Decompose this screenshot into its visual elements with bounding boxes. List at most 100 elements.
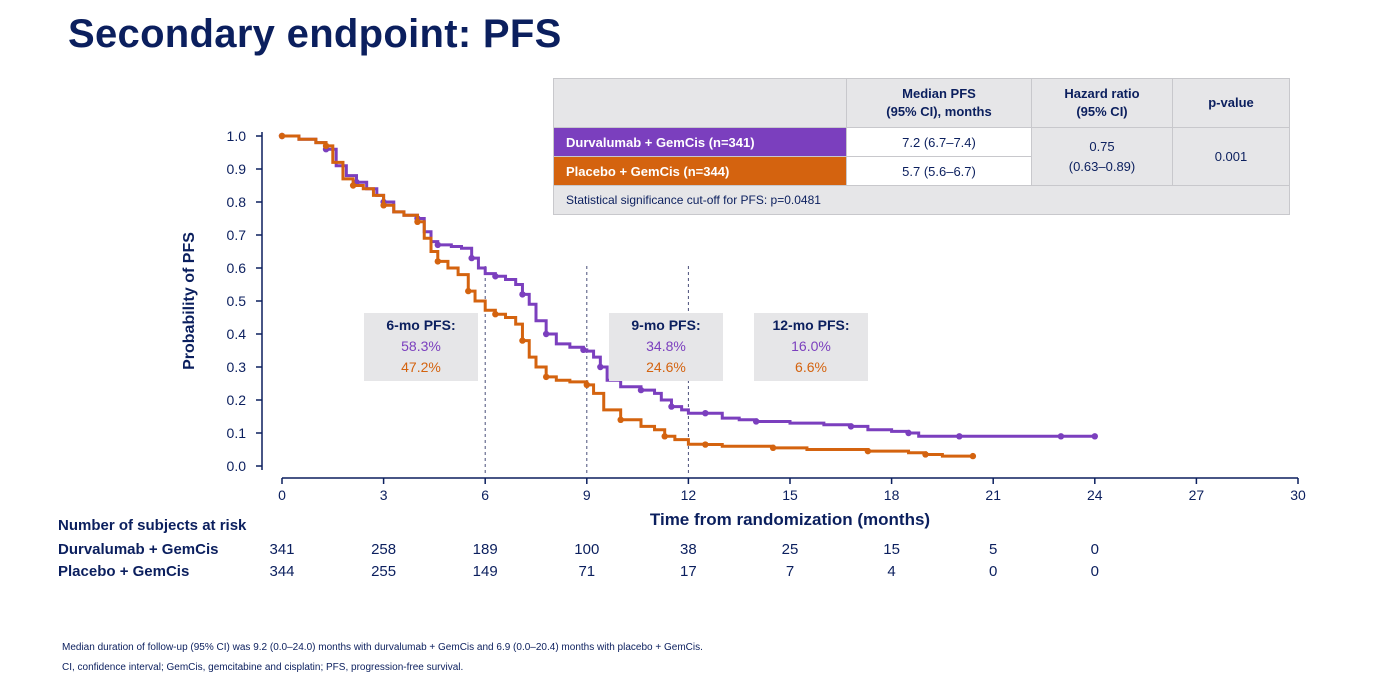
risk-row-durva-label: Durvalumab + GemCis [58, 541, 219, 558]
y-tick-label: 0.1 [227, 425, 247, 441]
x-tick-label: 9 [583, 487, 591, 503]
risk-count-placebo: 7 [785, 563, 795, 580]
censor-mark-durvalumab [905, 429, 912, 437]
risk-count-durvalumab: 0 [1090, 541, 1099, 558]
y-tick-label: 0.2 [227, 392, 247, 408]
x-tick-label: 3 [380, 487, 388, 503]
x-tick-label: 21 [985, 487, 1001, 503]
y-tick-label: 0.0 [227, 458, 247, 474]
censor-mark-placebo [492, 311, 499, 318]
censor-mark-placebo [583, 381, 590, 389]
censor-mark-placebo [322, 142, 330, 150]
risk-count-durvalumab: 25 [781, 541, 799, 558]
x-tick-label: 27 [1189, 487, 1205, 503]
censor-mark-placebo [414, 218, 421, 225]
censor-mark-placebo [922, 451, 929, 458]
censor-mark-durvalumab [702, 410, 709, 417]
table-header-median: Median PFS (95% CI), months [846, 78, 1032, 128]
table-hazard-ratio: 0.75 (0.63–0.89) [1031, 127, 1173, 186]
censor-mark-durvalumab [668, 403, 675, 410]
risk-table-title: Number of subjects at risk [58, 517, 247, 534]
censor-mark-durvalumab [1091, 433, 1099, 440]
annotation-9mo-durva: 34.8% [646, 338, 686, 354]
censor-mark-durvalumab [519, 291, 526, 298]
risk-count-placebo: 149 [472, 563, 498, 580]
risk-count-placebo: 344 [269, 563, 295, 580]
table-note: Statistical significance cut-off for PFS… [553, 185, 1290, 215]
y-tick-label: 0.3 [227, 359, 247, 375]
censor-mark-durvalumab [434, 241, 441, 249]
x-tick-label: 24 [1087, 487, 1103, 503]
censor-mark-placebo [519, 337, 526, 344]
censor-mark-placebo [769, 444, 777, 452]
censor-mark-durvalumab [752, 418, 760, 425]
censor-mark-placebo [465, 287, 472, 295]
censor-mark-durvalumab [597, 363, 604, 371]
risk-count-placebo: 0 [989, 563, 998, 580]
annotation-9mo: 9-mo PFS: 34.8% 24.6% [609, 313, 723, 381]
table-header-pvalue: p-value [1172, 78, 1290, 128]
table-row-placebo-median: 5.7 (5.6–6.7) [846, 156, 1032, 186]
risk-count-durvalumab: 15 [883, 541, 900, 558]
table-row-durva-label: Durvalumab + GemCis (n=341) [553, 127, 847, 157]
risk-count-durvalumab: 38 [680, 541, 697, 558]
summary-table: Median PFS (95% CI), months Hazard ratio… [553, 78, 1290, 215]
page-title: Secondary endpoint: PFS [68, 12, 562, 56]
censor-mark-durvalumab [637, 386, 645, 394]
annotation-6mo-durva: 58.3% [401, 338, 441, 354]
table-p-value: 0.001 [1172, 127, 1290, 186]
censor-mark-placebo [969, 452, 977, 460]
y-tick-label: 0.7 [227, 227, 247, 243]
y-tick-label: 0.9 [227, 161, 247, 177]
table-header-hr: Hazard ratio (95% CI) [1031, 78, 1173, 128]
y-axis-label: Probability of PFS [181, 232, 198, 370]
censor-mark-placebo [617, 416, 624, 423]
footnote-2: CI, confidence interval; GemCis, gemcita… [62, 662, 464, 673]
series-line-placebo [282, 134, 973, 458]
x-axis-label: Time from randomization (months) [650, 510, 930, 529]
censor-mark-placebo [278, 132, 286, 140]
annotation-12mo: 12-mo PFS: 16.0% 6.6% [754, 313, 868, 381]
censor-mark-placebo [349, 182, 357, 189]
censor-mark-placebo [702, 441, 709, 448]
annotation-6mo-placebo: 47.2% [401, 359, 441, 375]
risk-count-durvalumab: 189 [472, 541, 498, 558]
y-tick-label: 1.0 [227, 128, 247, 144]
annotation-6mo: 6-mo PFS: 58.3% 47.2% [364, 313, 478, 381]
censor-mark-placebo [864, 447, 872, 455]
x-tick-label: 15 [782, 487, 798, 503]
risk-count-durvalumab: 258 [371, 541, 397, 558]
censor-mark-placebo [380, 202, 387, 209]
x-tick-label: 6 [481, 487, 489, 503]
risk-count-placebo: 71 [578, 563, 596, 580]
table-header-empty [553, 78, 847, 128]
x-tick-label: 0 [278, 487, 286, 503]
annotation-9mo-label: 9-mo PFS: [631, 317, 701, 333]
y-tick-label: 0.4 [227, 326, 247, 342]
censor-mark-durvalumab [847, 423, 855, 430]
annotation-6mo-label: 6-mo PFS: [386, 317, 456, 333]
risk-count-durvalumab: 5 [989, 541, 998, 558]
risk-row-placebo-label: Placebo + GemCis [58, 563, 190, 580]
risk-count-durvalumab: 100 [574, 541, 600, 558]
table-row-durva-median: 7.2 (6.7–7.4) [846, 127, 1032, 157]
annotation-12mo-label: 12-mo PFS: [772, 317, 850, 333]
censor-mark-durvalumab [542, 330, 550, 338]
risk-count-durvalumab: 341 [269, 541, 295, 558]
footnote-1: Median duration of follow-up (95% CI) wa… [62, 642, 703, 653]
censor-mark-placebo [542, 373, 550, 381]
y-tick-label: 0.8 [227, 194, 247, 210]
y-tick-label: 0.5 [227, 293, 247, 309]
censor-mark-durvalumab [468, 254, 475, 262]
censor-mark-placebo [661, 433, 668, 440]
annotation-12mo-placebo: 6.6% [795, 359, 827, 375]
x-tick-label: 12 [681, 487, 697, 503]
annotation-9mo-placebo: 24.6% [646, 359, 686, 375]
table-row-placebo-label: Placebo + GemCis (n=344) [553, 156, 847, 186]
risk-count-placebo: 255 [371, 563, 397, 580]
risk-count-placebo: 4 [887, 563, 896, 580]
censor-mark-durvalumab [492, 273, 499, 280]
censor-mark-placebo [434, 258, 441, 265]
censor-mark-durvalumab [1057, 433, 1065, 440]
